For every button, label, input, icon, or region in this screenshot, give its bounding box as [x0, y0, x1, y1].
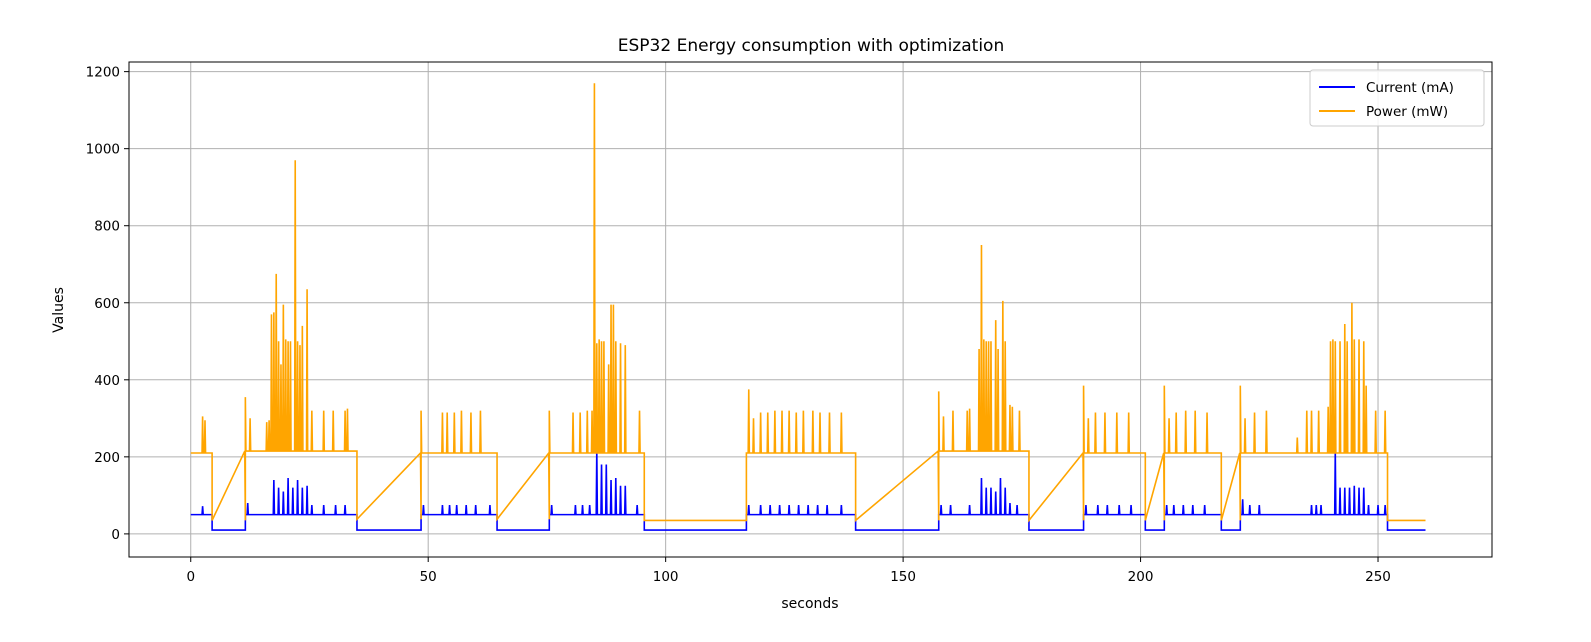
- y-tick-label: 200: [94, 450, 120, 466]
- y-axis-label: Values: [51, 287, 67, 333]
- legend: Current (mA) Power (mW): [1309, 69, 1485, 127]
- x-tick-label: 100: [653, 569, 679, 585]
- x-tick-label: 0: [186, 569, 195, 585]
- plot-frame: [128, 61, 1493, 558]
- x-axis-label: seconds: [781, 596, 838, 612]
- x-tick-label: 200: [1128, 569, 1154, 585]
- y-tick-label: 400: [94, 373, 120, 389]
- y-tick-label: 0: [111, 527, 120, 543]
- axis-ticks: 0 50 100 150 200 250 0 200 400 600 800 1000 1200: [86, 65, 1391, 585]
- y-tick-label: 1200: [86, 65, 120, 81]
- y-tick-label: 600: [94, 296, 120, 312]
- x-tick-label: 150: [890, 569, 916, 585]
- y-tick-label: 1000: [86, 142, 120, 158]
- x-tick-label: 50: [420, 569, 437, 585]
- legend-label-power: Power (mW): [1366, 104, 1448, 120]
- chart-title: ESP32 Energy consumption with optimizati…: [618, 36, 1004, 56]
- legend-label-current: Current (mA): [1366, 80, 1454, 96]
- series-line-power: [190, 83, 1426, 523]
- x-tick-label: 250: [1365, 569, 1391, 585]
- plot-series: [190, 83, 1426, 531]
- series-line-current: [190, 449, 1426, 531]
- y-tick-label: 800: [94, 219, 120, 235]
